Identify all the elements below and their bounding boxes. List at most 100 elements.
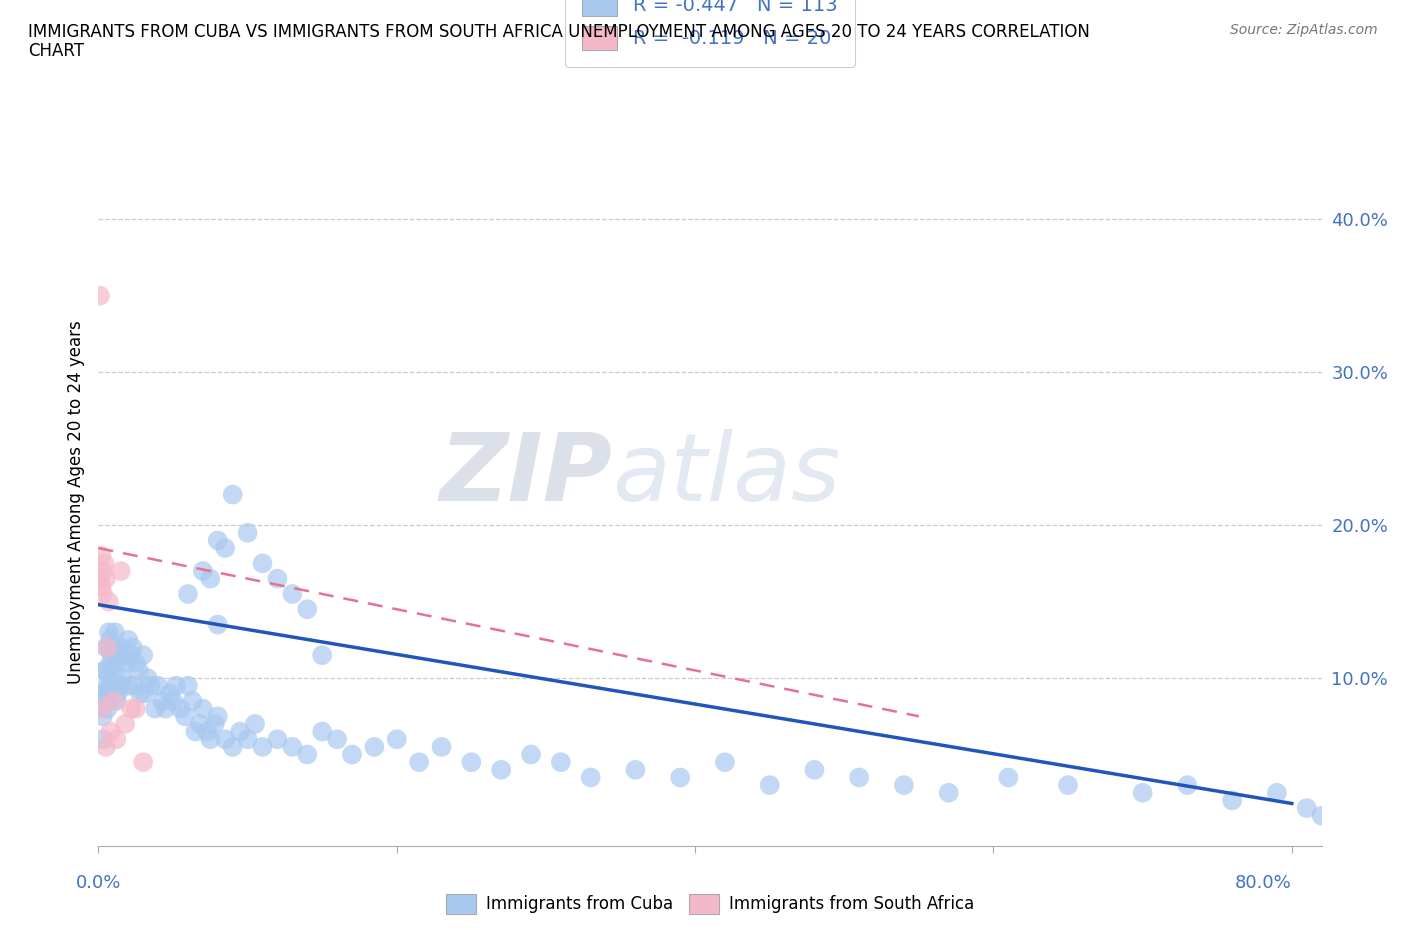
Point <box>97 694 120 709</box>
Point <box>236 732 259 747</box>
Point <box>114 716 136 731</box>
Point <box>90 701 112 716</box>
Point <box>195 724 218 739</box>
Point <box>204 716 226 731</box>
Point <box>146 678 169 693</box>
Text: atlas: atlas <box>612 429 841 520</box>
Point <box>266 571 288 586</box>
Point <box>139 678 162 693</box>
Point <box>848 770 870 785</box>
Point <box>89 571 111 586</box>
Point <box>579 770 602 785</box>
Point <box>624 763 647 777</box>
Point <box>90 578 112 593</box>
Point <box>326 732 349 747</box>
Point <box>132 755 155 770</box>
Point <box>165 678 187 693</box>
Point <box>669 770 692 785</box>
Point <box>893 777 915 792</box>
Point <box>96 678 118 693</box>
Point <box>207 709 229 724</box>
Point <box>188 716 211 731</box>
Point <box>110 640 132 655</box>
Point <box>159 686 181 701</box>
Point <box>1220 793 1243 808</box>
Point <box>117 678 139 693</box>
Text: 0.0%: 0.0% <box>76 874 121 892</box>
Point <box>97 594 120 609</box>
Point <box>200 571 222 586</box>
Point <box>152 694 174 709</box>
Legend: Immigrants from Cuba, Immigrants from South Africa: Immigrants from Cuba, Immigrants from So… <box>439 887 981 921</box>
Point <box>94 663 117 678</box>
Point <box>105 732 128 747</box>
Point <box>550 755 572 770</box>
Point <box>1177 777 1199 792</box>
Point <box>112 647 135 662</box>
Point <box>90 549 112 564</box>
Point <box>98 724 121 739</box>
Point <box>110 564 132 578</box>
Point <box>236 525 259 540</box>
Point <box>91 709 114 724</box>
Point <box>460 755 482 770</box>
Point <box>430 739 453 754</box>
Point <box>91 564 114 578</box>
Point <box>103 640 125 655</box>
Point <box>132 647 155 662</box>
Point <box>207 618 229 632</box>
Point <box>363 739 385 754</box>
Y-axis label: Unemployment Among Ages 20 to 24 years: Unemployment Among Ages 20 to 24 years <box>66 320 84 684</box>
Point <box>103 694 125 709</box>
Point <box>125 701 148 716</box>
Point <box>221 487 243 502</box>
Point <box>105 656 128 671</box>
Point <box>184 724 207 739</box>
Point <box>101 647 124 662</box>
Point <box>110 678 132 693</box>
Point <box>108 678 131 693</box>
Point <box>1295 801 1317 816</box>
Point <box>214 540 236 555</box>
Point <box>191 564 214 578</box>
Point <box>191 701 214 716</box>
Point <box>297 602 319 617</box>
Point <box>122 678 145 693</box>
Text: Source: ZipAtlas.com: Source: ZipAtlas.com <box>1230 23 1378 37</box>
Point <box>129 686 152 701</box>
Point <box>281 587 304 602</box>
Point <box>94 640 117 655</box>
Point <box>104 625 127 640</box>
Point <box>91 686 114 701</box>
Point <box>252 556 274 571</box>
Text: CHART: CHART <box>28 42 84 60</box>
Point <box>1310 808 1333 823</box>
Point <box>120 647 142 662</box>
Point <box>117 632 139 647</box>
Point <box>97 671 120 685</box>
Point <box>94 739 117 754</box>
Point <box>98 686 121 701</box>
Point <box>134 686 156 701</box>
Point <box>111 671 134 685</box>
Point <box>297 747 319 762</box>
Point <box>408 755 430 770</box>
Point <box>177 587 200 602</box>
Point <box>997 770 1019 785</box>
Point <box>136 671 159 685</box>
Point <box>104 671 127 685</box>
Point <box>229 724 252 739</box>
Point <box>311 647 333 662</box>
Point <box>107 647 129 662</box>
Point <box>520 747 543 762</box>
Point <box>93 556 115 571</box>
Point <box>177 678 200 693</box>
Point <box>120 701 142 716</box>
Point <box>803 763 825 777</box>
Point <box>143 701 166 716</box>
Point <box>98 632 121 647</box>
Point <box>105 694 128 709</box>
Point <box>91 587 114 602</box>
Text: IMMIGRANTS FROM CUBA VS IMMIGRANTS FROM SOUTH AFRICA UNEMPLOYMENT AMONG AGES 20 : IMMIGRANTS FROM CUBA VS IMMIGRANTS FROM … <box>28 23 1090 41</box>
Text: 80.0%: 80.0% <box>1234 874 1292 892</box>
